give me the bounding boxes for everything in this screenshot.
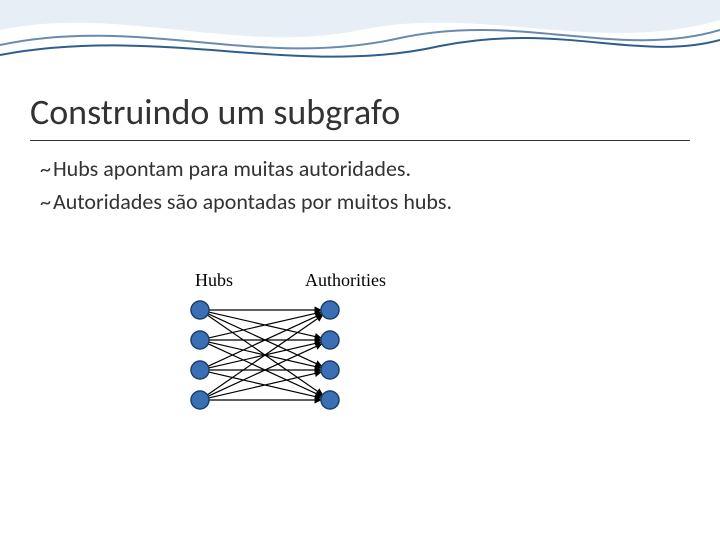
authority-node xyxy=(321,301,339,319)
authorities-label: Authorities xyxy=(305,270,386,291)
hub-node xyxy=(191,301,209,319)
wave-header xyxy=(0,0,720,80)
authority-node xyxy=(321,391,339,409)
hub-node xyxy=(191,361,209,379)
authority-node xyxy=(321,331,339,349)
bullet-item: ~ Autoridades são apontadas por muitos h… xyxy=(40,188,452,215)
bullet-icon: ~ xyxy=(40,188,51,215)
bullet-icon: ~ xyxy=(40,155,51,182)
title-underline xyxy=(30,140,690,141)
bullet-text: Hubs apontam para muitas autoridades. xyxy=(53,155,411,182)
bullet-item: ~ Hubs apontam para muitas autoridades. xyxy=(40,155,452,182)
authority-node xyxy=(321,361,339,379)
hub-node xyxy=(191,331,209,349)
bullet-text: Autoridades são apontadas por muitos hub… xyxy=(53,188,452,215)
hubs-label: Hubs xyxy=(195,270,233,291)
bullet-list: ~ Hubs apontam para muitas autoridades. … xyxy=(40,155,452,221)
page-title: Construindo um subgrafo xyxy=(30,90,400,134)
graph-svg xyxy=(180,298,380,428)
hub-node xyxy=(191,391,209,409)
